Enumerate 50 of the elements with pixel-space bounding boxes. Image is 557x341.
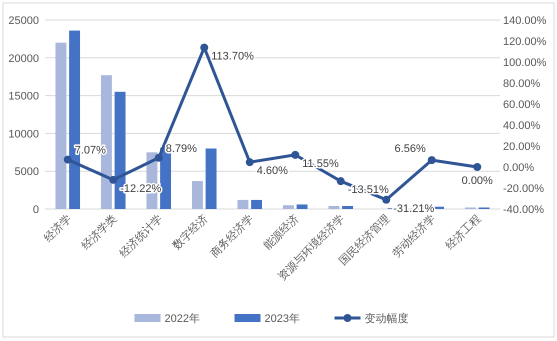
bar (206, 148, 217, 209)
bar (55, 42, 66, 209)
y-tick-label: 20000 (8, 52, 39, 65)
bar (237, 200, 248, 209)
y-tick-label: 25000 (8, 15, 39, 27)
bar (342, 206, 354, 209)
y-tick-label: 0 (32, 204, 39, 216)
point (64, 156, 72, 164)
data-label: 6.56% (394, 143, 426, 156)
y2-tick-label: 120.00% (503, 36, 547, 48)
y2-tick-label: 60.00% (503, 99, 541, 111)
data-label: 4.60% (256, 165, 288, 178)
point (473, 163, 482, 171)
point (382, 196, 390, 204)
y2-tick-label: 20.00% (503, 141, 541, 153)
x-tick-label: 经济统计学 (116, 212, 165, 260)
y-tick-label: 5000 (14, 166, 39, 178)
bar (328, 206, 340, 209)
y2-tick-label: 0.00% (503, 162, 534, 174)
point (200, 44, 208, 52)
y2-tick-label: 100.00% (503, 57, 547, 69)
x-tick-label: 经济学 (41, 212, 74, 244)
point (154, 154, 163, 162)
point (109, 176, 118, 184)
data-label: 113.70% (211, 50, 254, 63)
bar (192, 181, 203, 209)
x-tick-label: 商务经济学 (208, 212, 256, 260)
y-tick-label: 10000 (8, 128, 39, 140)
point (246, 158, 254, 166)
x-tick-label: 能源经济 (261, 212, 302, 252)
y2-tick-label: 80.00% (503, 78, 541, 90)
point (336, 177, 345, 186)
data-label: 0.00% (462, 175, 494, 187)
point (291, 150, 300, 159)
x-tick-label: 经济学类 (79, 212, 120, 252)
legend-label: 2022年 (164, 313, 200, 325)
bar (251, 200, 262, 209)
data-label: 8.79% (166, 142, 198, 155)
x-tick-label: 数字经济 (170, 212, 210, 252)
y2-tick-label: -40.00% (503, 204, 544, 216)
point (428, 156, 436, 164)
x-tick-label: 经济工程 (443, 212, 484, 252)
bar (296, 204, 308, 209)
legend-label: 变动幅度 (364, 312, 408, 325)
bar (282, 205, 294, 209)
y2-tick-label: 140.00% (503, 15, 547, 27)
y2-tick-label: -20.00% (503, 183, 544, 195)
y2-tick-label: 40.00% (503, 120, 541, 132)
legend-label: 2023年 (264, 313, 300, 325)
y-tick-label: 15000 (8, 90, 39, 103)
